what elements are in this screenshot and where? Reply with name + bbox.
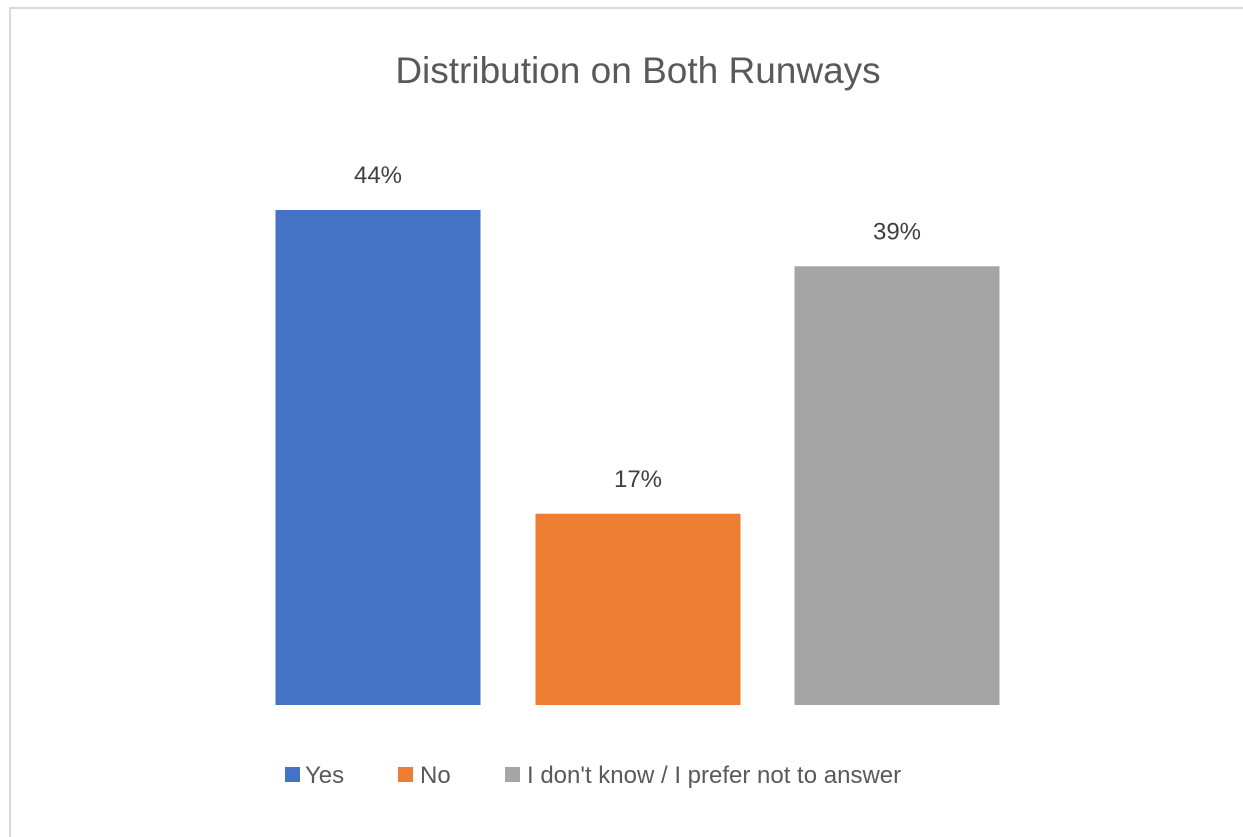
legend-swatch — [285, 767, 300, 782]
bar-no — [535, 513, 741, 705]
data-label: 44% — [354, 162, 402, 189]
data-labels-group: 44% 17% 39% — [354, 162, 921, 493]
legend-label: No — [420, 762, 451, 789]
data-label: 39% — [873, 218, 921, 245]
legend-label: I don't know / I prefer not to answer — [527, 762, 901, 789]
legend-item: No — [398, 762, 451, 789]
legend-item: Yes — [285, 762, 344, 789]
data-label: 17% — [614, 466, 662, 493]
bar-i-don-t-know-i-prefer-not-to-answer — [794, 266, 1000, 705]
legend-swatch — [398, 767, 413, 782]
bar-yes — [275, 210, 481, 705]
legend-swatch — [505, 767, 520, 782]
legend: Yes No I don't know / I prefer not to answ… — [285, 762, 901, 789]
legend-item: I don't know / I prefer not to answer — [505, 762, 901, 789]
bars-group — [275, 210, 1000, 705]
chart-title: Distribution on Both Runways — [395, 50, 880, 91]
legend-label: Yes — [305, 762, 344, 789]
